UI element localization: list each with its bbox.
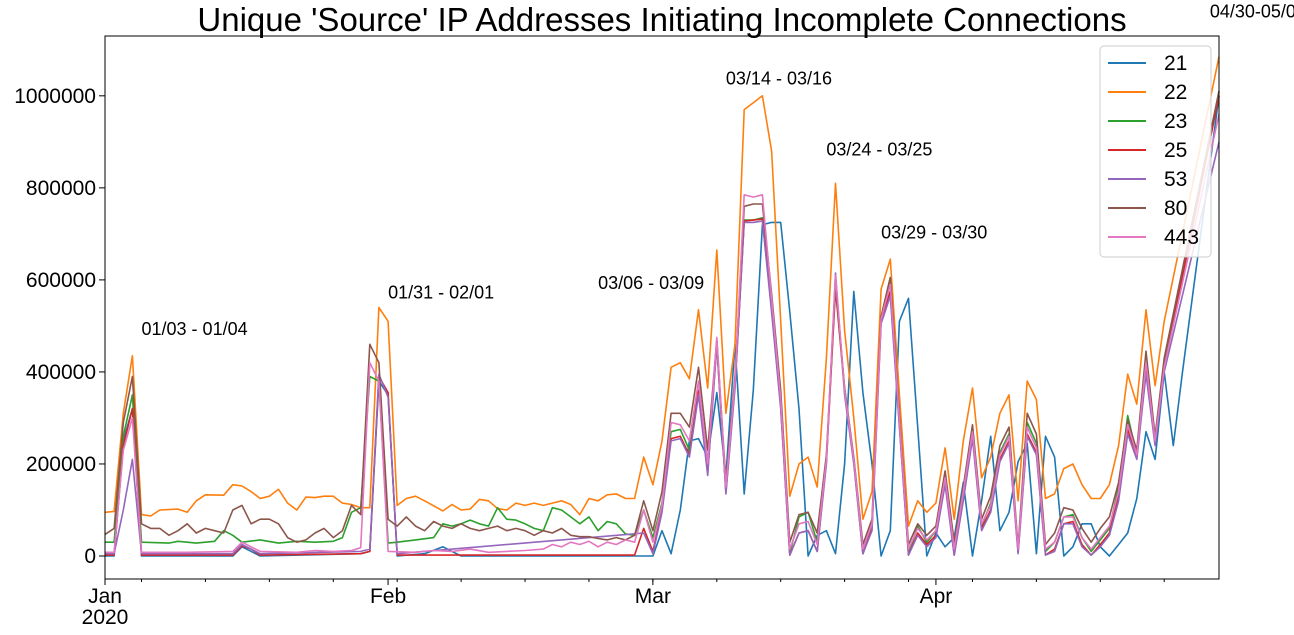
annotation-label: 03/06 - 03/09 — [598, 273, 704, 293]
series-line-80 — [104, 91, 1220, 548]
legend-label-443: 443 — [1164, 226, 1199, 249]
annotation-label: 04/30-05/02 — [1210, 2, 1294, 22]
annotations: 01/03 - 01/04 01/31 - 02/01 03/06 - 03/09 0… — [142, 2, 1294, 340]
y-tick-label: 600000 — [26, 269, 96, 292]
legend-label-25: 25 — [1164, 139, 1187, 162]
legend-box — [1099, 45, 1212, 258]
legend-label-21: 21 — [1164, 52, 1187, 75]
y-tick-label: 0 — [84, 545, 96, 568]
x-tick-label: Jan — [88, 585, 122, 608]
legend-label-22: 22 — [1164, 81, 1187, 104]
x-tick-label: Mar — [635, 585, 671, 608]
legend-label-53: 53 — [1164, 168, 1187, 191]
legend: 21 22 23 25 53 80 443 — [1099, 45, 1212, 258]
y-tick-label: 800000 — [26, 177, 96, 200]
annotation-label: 03/29 - 03/30 — [881, 222, 987, 242]
annotation-label: 03/24 - 03/25 — [826, 140, 932, 160]
y-tick-label: 400000 — [26, 361, 96, 384]
series-line-443 — [105, 114, 1220, 554]
series-line-23 — [105, 91, 1220, 555]
x-tick-sublabel: 2020 — [82, 606, 129, 629]
plot-frame — [104, 35, 1220, 580]
y-tick-label: 200000 — [26, 453, 96, 476]
annotation-label: 03/14 - 03/16 — [726, 68, 832, 88]
chart-title: Unique 'Source' IP Addresses Initiating … — [197, 1, 1126, 38]
x-tick-label: Apr — [920, 585, 953, 608]
x-tick-label: Feb — [370, 585, 406, 608]
x-minor-ticks — [141, 579, 1165, 582]
legend-label-80: 80 — [1164, 197, 1187, 220]
series-line-22 — [104, 56, 1220, 527]
annotation-label: 01/03 - 01/04 — [142, 319, 248, 339]
y-axis: 0 200000 400000 600000 800000 1000000 — [14, 85, 105, 568]
y-tick-label: 1000000 — [14, 85, 96, 108]
annotation-label: 01/31 - 02/01 — [388, 282, 494, 302]
series-lines — [104, 56, 1220, 557]
legend-label-23: 23 — [1164, 110, 1187, 133]
